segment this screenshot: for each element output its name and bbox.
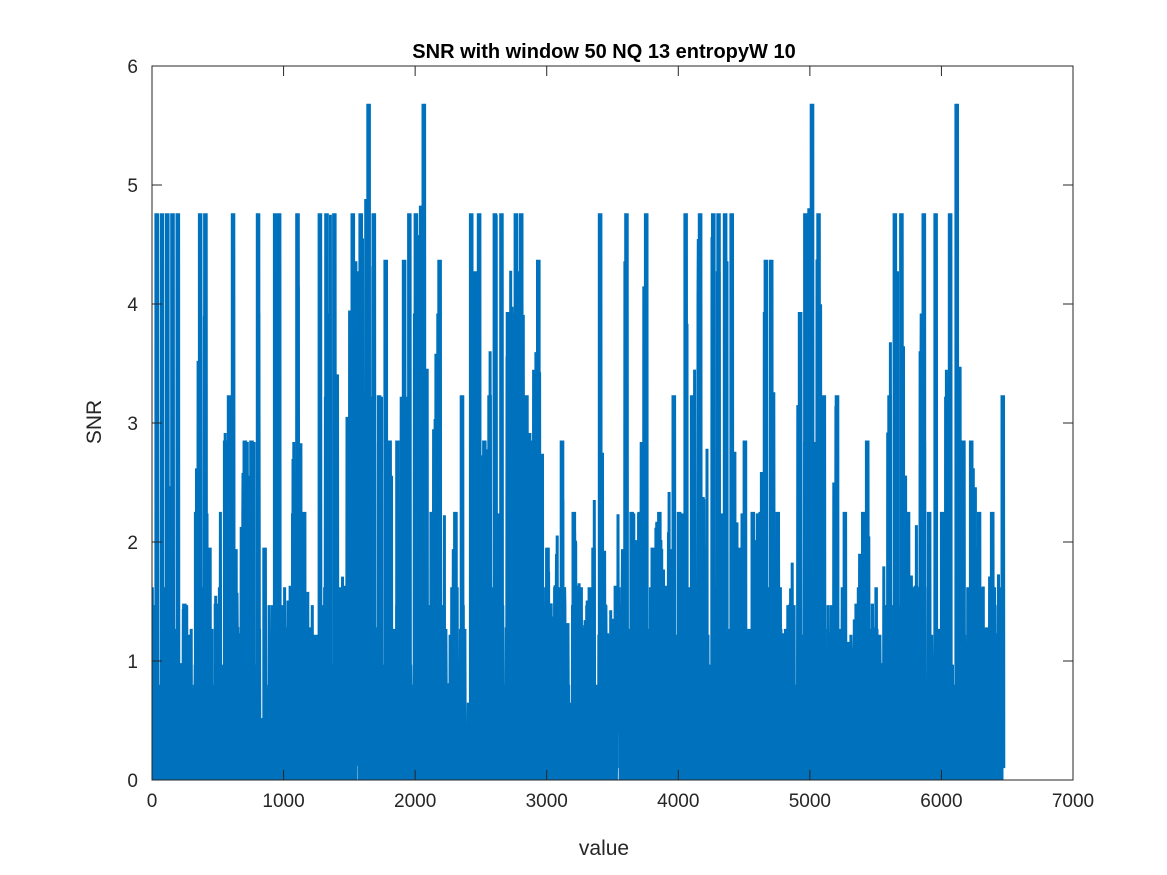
chart-title: SNR with window 50 NQ 13 entropyW 10 [412,41,795,63]
y-tick-label: 6 [127,57,138,78]
x-tick-label: 1000 [262,791,304,812]
y-tick-label: 2 [127,533,138,554]
x-tick-label: 7000 [1052,791,1094,812]
y-tick-label: 3 [127,414,138,435]
x-tick-label: 5000 [789,791,831,812]
y-tick-label: 1 [127,652,138,673]
y-tick-label: 5 [127,176,138,197]
x-tick-label: 4000 [657,791,699,812]
plot-area [152,103,1006,780]
x-axis-ticks: 0 1000 2000 3000 4000 5000 6000 7000 [147,66,1094,812]
x-tick-label: 2000 [394,791,436,812]
y-tick-label: 0 [127,771,138,792]
x-axis-label: value [579,837,629,860]
x-tick-label: 6000 [920,791,962,812]
series-line-peaks [152,103,1006,780]
series-line [152,198,1004,780]
x-tick-label: 3000 [526,791,568,812]
y-tick-label: 4 [127,295,138,316]
y-axis-ticks: 0 1 2 3 4 5 6 [127,57,1073,792]
y-axis-label: SNR [83,400,106,444]
x-tick-label: 0 [147,791,158,812]
